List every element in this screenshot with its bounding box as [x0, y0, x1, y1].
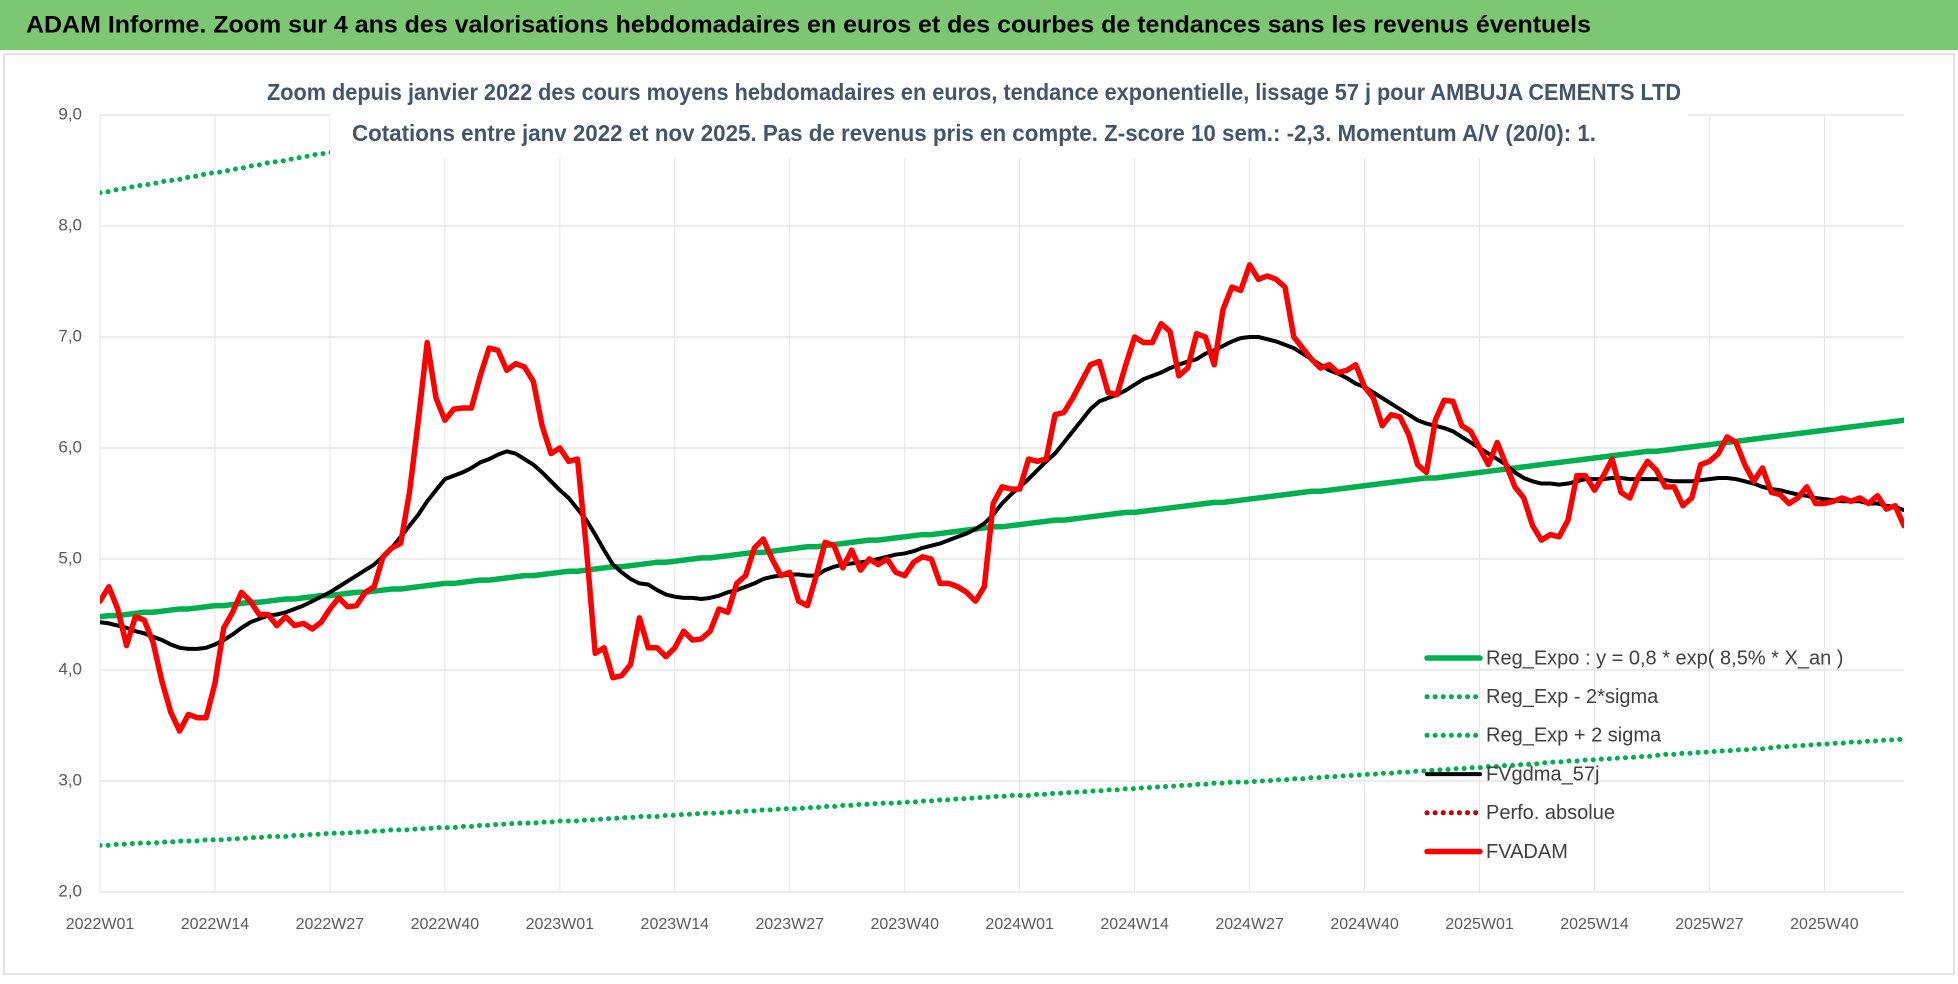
legend-label: Reg_Expo : y = 0,8 * exp( 8,5% * X_an ) [1486, 647, 1843, 669]
chart-title: Zoom depuis janvier 2022 des cours moyen… [267, 79, 1681, 105]
series-layer [100, 115, 1904, 848]
x-tick-label: 2023W01 [526, 916, 595, 933]
y-tick-label: 8,0 [58, 215, 82, 234]
y-tick-label: 5,0 [58, 548, 82, 567]
x-tick-label: 2023W27 [756, 916, 825, 933]
y-tick-label: 4,0 [58, 659, 82, 678]
y-tick-label: 7,0 [58, 326, 82, 345]
x-tick-label: 2022W14 [181, 916, 250, 933]
y-tick-label: 3,0 [58, 770, 82, 789]
series-line [100, 417, 1904, 620]
x-tick-label: 2024W01 [985, 916, 1054, 933]
x-tick-label: 2022W40 [411, 916, 480, 933]
x-tick-label: 2024W27 [1215, 916, 1284, 933]
x-tick-label: 2024W14 [1100, 916, 1169, 933]
chart-frame [3, 53, 1955, 975]
series-line [100, 262, 1904, 734]
x-tick-label: 2025W14 [1560, 916, 1629, 933]
y-tick-label: 2,0 [58, 881, 82, 900]
legend-label: Perfo. absolue [1486, 802, 1615, 824]
x-tick-label: 2022W01 [66, 916, 135, 933]
legend-label: Reg_Exp - 2*sigma [1486, 686, 1659, 708]
axes: 2,0 3,0 4,0 5,0 6,0 7,0 8,0 9,0 2022W01 2022W14 20… [58, 104, 1858, 933]
header-bar [0, 0, 1958, 50]
legend-label: Reg_Exp + 2 sigma [1486, 725, 1662, 747]
title-box [330, 72, 1688, 158]
x-tick-label: 2023W40 [870, 916, 939, 933]
x-tick-label: 2025W01 [1445, 916, 1514, 933]
legend: Reg_Expo : y = 0,8 * exp( 8,5% * X_an ) R… [1424, 647, 1843, 863]
x-tick-label: 2024W40 [1330, 916, 1399, 933]
y-tick-label: 9,0 [58, 104, 82, 123]
y-tick-label: 6,0 [58, 437, 82, 456]
x-tick-label: 2022W27 [296, 916, 365, 933]
x-tick-label: 2023W14 [641, 916, 710, 933]
legend-label: FVADAM [1486, 841, 1568, 863]
legend-label: FVgdma_57j [1486, 763, 1599, 785]
x-tick-label: 2025W40 [1790, 916, 1859, 933]
series-line [100, 736, 1904, 848]
x-tick-label: 2025W27 [1675, 916, 1744, 933]
chart-subtitle: Cotations entre janv 2022 et nov 2025. P… [352, 120, 1596, 146]
header-title: ADAM Informe. Zoom sur 4 ans des valoris… [26, 11, 1591, 38]
